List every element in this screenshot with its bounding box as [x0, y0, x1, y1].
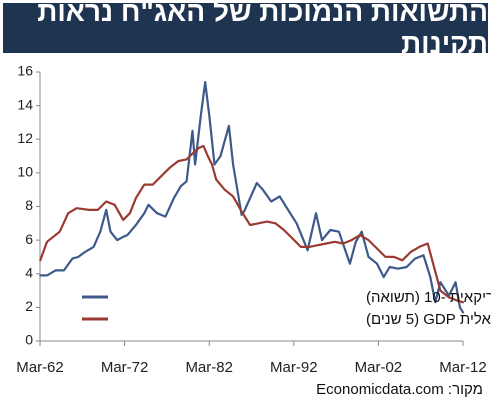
y-tick-label: 14: [17, 96, 33, 112]
series-line-1: [39, 80, 465, 314]
chart-title: התשואות הנמוכות של האג"ח נראות תקינות: [3, 0, 488, 59]
series-line-2: [39, 144, 465, 304]
x-tick-label: Mar-82: [185, 359, 233, 376]
y-tick-label: 2: [25, 298, 33, 314]
y-tick-label: 10: [17, 164, 33, 180]
series-lines: [39, 80, 465, 314]
y-tick-label: 6: [25, 231, 33, 247]
legend: אג"ח ממשלתית אמריקאית -10 (תשואה) צמיחה נ…: [82, 289, 491, 328]
x-tick-label: Mar-02: [355, 359, 403, 376]
legend-label: צמיחה נומינאלית GDP (5 שנים): [366, 311, 491, 328]
legend-label: אג"ח ממשלתית אמריקאית -10 (תשואה): [366, 289, 491, 306]
y-tick-label: 8: [25, 197, 33, 213]
y-tick-label: 12: [17, 130, 33, 146]
y-tick-labels: 0 2 4 6 8 10 12 14 16: [17, 63, 40, 348]
x-tick-label: Mar-72: [101, 359, 149, 376]
x-tick-label: Mar-92: [270, 359, 318, 376]
y-tick-label: 16: [17, 63, 33, 79]
source-note: מקור: Economicdata.com: [316, 381, 483, 398]
y-tick-label: 4: [25, 264, 33, 280]
y-tick-label: 0: [25, 332, 33, 348]
x-tick-label: Mar-12: [439, 359, 487, 376]
x-tick-label: Mar-62: [16, 359, 64, 376]
x-tick-labels: Mar-62 Mar-72 Mar-82 Mar-92 Mar-02 Mar-12: [16, 341, 487, 376]
